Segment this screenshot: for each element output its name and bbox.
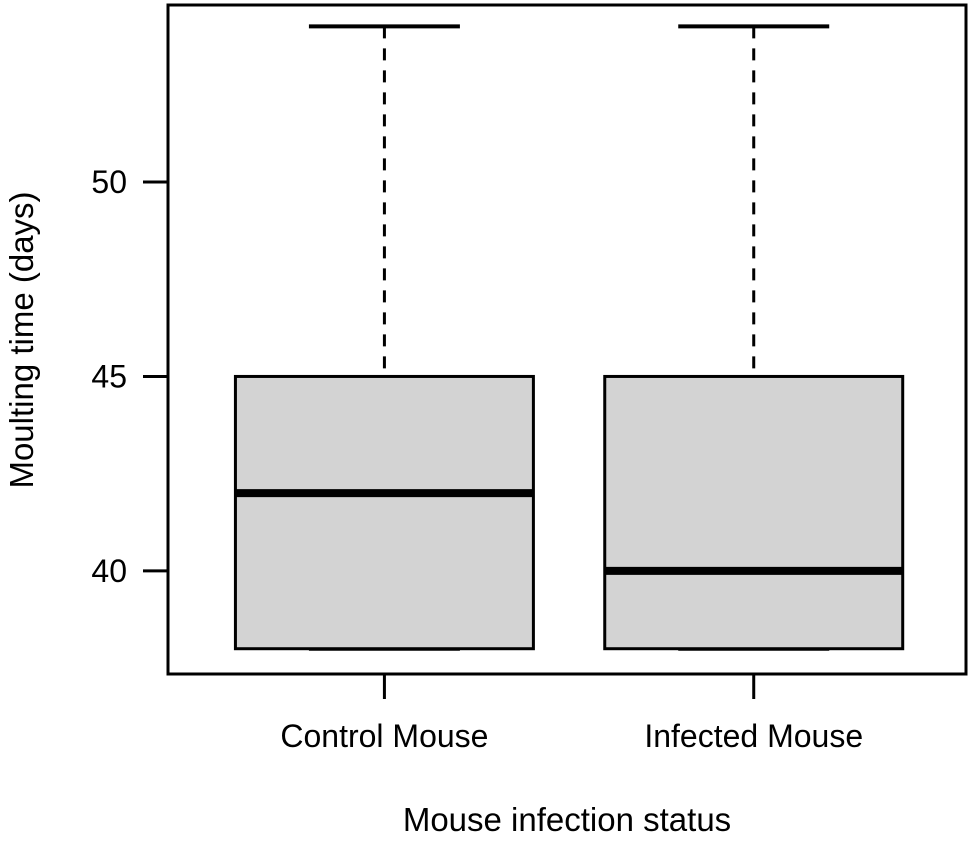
x-axis-category-label: Control Mouse bbox=[280, 718, 488, 754]
box-iqr bbox=[603, 374, 905, 651]
box-iqr bbox=[233, 374, 535, 651]
x-axis-category-label: Infected Mouse bbox=[644, 718, 863, 754]
y-axis-title: Moulting time (days) bbox=[3, 191, 40, 488]
y-axis-tick-label: 45 bbox=[91, 358, 127, 394]
y-axis-tick-label: 40 bbox=[91, 553, 127, 589]
x-axis-title: Mouse infection status bbox=[403, 801, 731, 838]
y-axis-tick-label: 50 bbox=[91, 164, 127, 200]
plot-border bbox=[166, 3, 968, 676]
